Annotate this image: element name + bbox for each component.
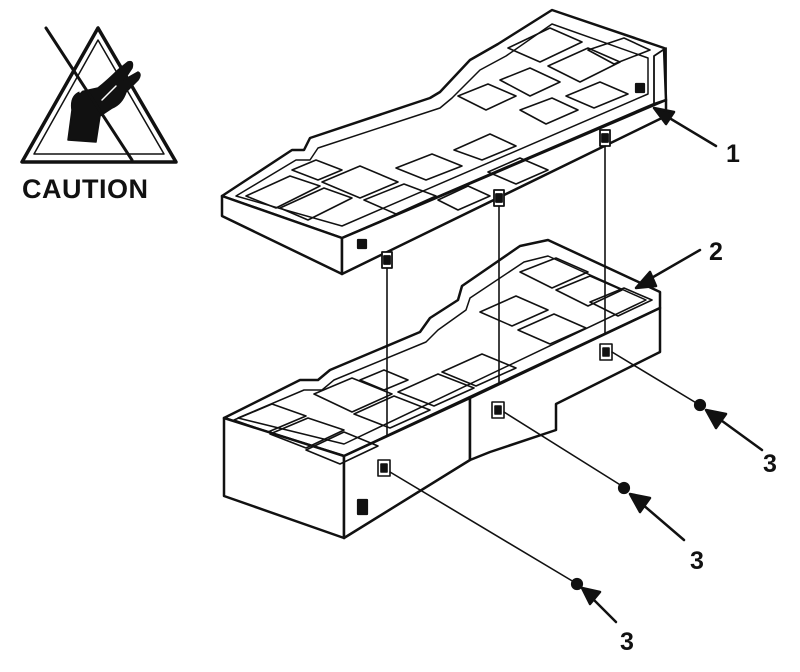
part-2-base-tray (222, 238, 662, 540)
screw-b (617, 481, 631, 495)
callout-part-3-screw-c: 3 (620, 628, 634, 656)
esd-hand-warning-icon (20, 26, 178, 164)
callout-part-1: 1 (726, 140, 740, 168)
caution-label: CAUTION (22, 174, 149, 204)
callout-part-3-screw-a: 3 (763, 450, 777, 478)
part-1-top-cover (220, 8, 668, 276)
callout-part-3-screw-b: 3 (690, 547, 704, 575)
part-3-screws (389, 351, 707, 591)
screw-a (693, 398, 707, 412)
callout-part-2: 2 (709, 238, 723, 266)
leader-arrows (580, 106, 764, 624)
screw-c (570, 577, 584, 591)
